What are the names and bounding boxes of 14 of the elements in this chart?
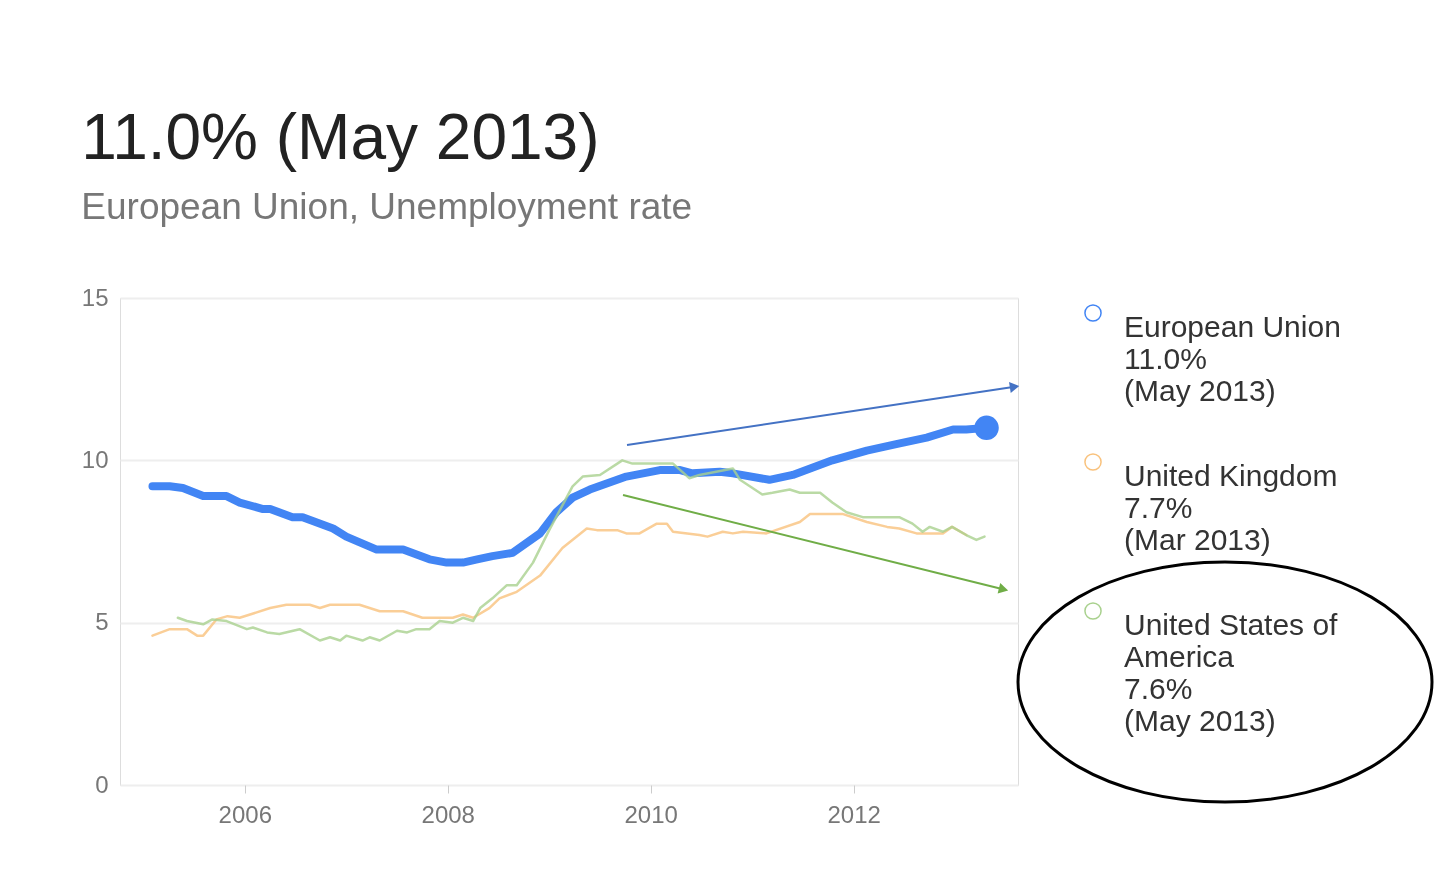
chart-title: 11.0% (May 2013) bbox=[81, 101, 600, 173]
y-tick-label: 10 bbox=[81, 445, 109, 473]
y-tick-label: 15 bbox=[81, 283, 109, 311]
chart-subtitle: European Union, Unemployment rate bbox=[81, 186, 693, 227]
y-tick-label: 5 bbox=[95, 608, 109, 636]
legend-label: United Kingdom 7.7% (Mar 2013) bbox=[1124, 459, 1338, 556]
line-series bbox=[176, 459, 986, 642]
x-tick-label: 2012 bbox=[827, 800, 881, 828]
legend-label: European Union 11.0% (May 2013) bbox=[1124, 310, 1341, 407]
y-tick-label: 0 bbox=[95, 770, 109, 798]
x-tick-label: 2010 bbox=[624, 800, 678, 828]
legend-label: United States of America 7.6% (May 2013) bbox=[1124, 608, 1339, 737]
x-tick-label: 2008 bbox=[421, 800, 475, 828]
x-tick-label: 2006 bbox=[218, 800, 272, 828]
